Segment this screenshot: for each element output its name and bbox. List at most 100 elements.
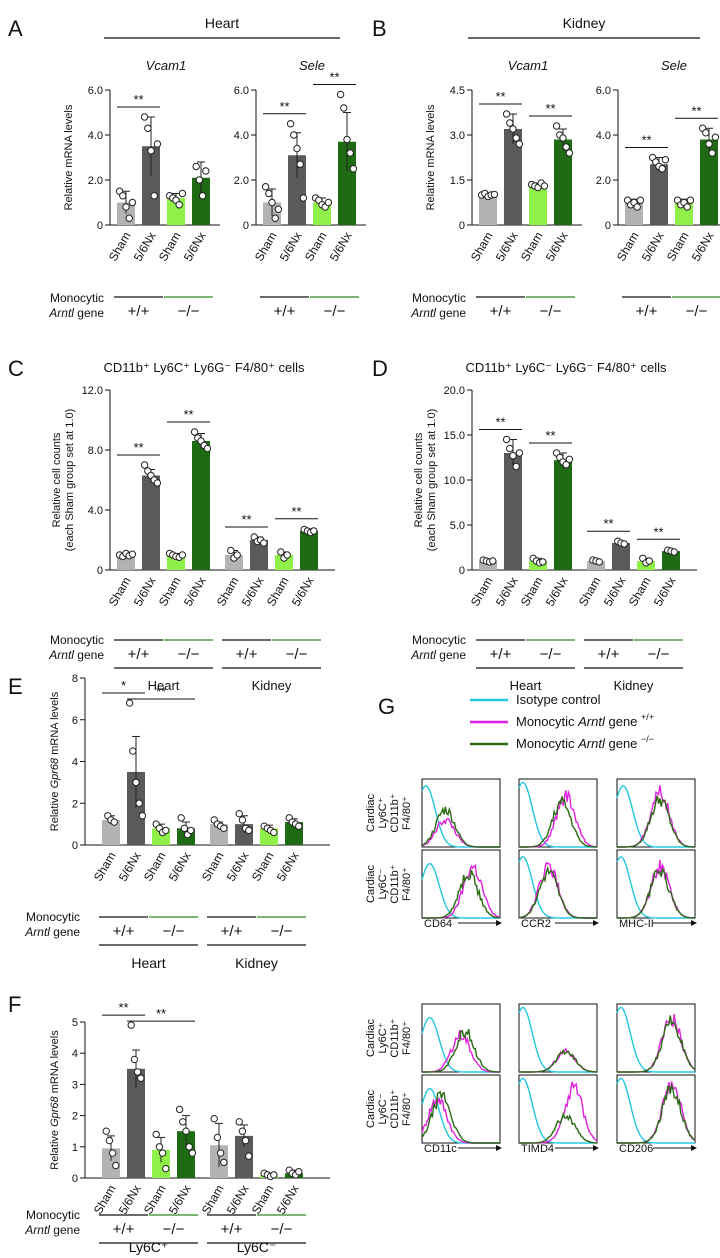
significance-label: ** xyxy=(156,684,166,699)
x-group-label: Sham xyxy=(626,575,654,609)
panel-label-g: G xyxy=(378,694,395,719)
panel-title: Heart xyxy=(205,15,239,31)
genotype-title: Arntl gene xyxy=(48,306,104,320)
x-group-label: Sham xyxy=(249,850,277,884)
chart-layer: Heart Relative mRNA levels 0 2.0 4.0 6.0 Vcam1… xyxy=(24,15,720,1255)
x-group-label: 5/6Nx xyxy=(116,850,144,884)
row-label: Ly6C⁻ xyxy=(377,1093,389,1124)
x-group-label: Sham xyxy=(614,230,642,264)
y-axis-label-gene: Gpr68 xyxy=(49,757,61,788)
row-label: Cardiac xyxy=(365,865,377,903)
y-tick-label: 0 xyxy=(97,220,103,232)
data-point xyxy=(346,149,354,157)
data-point xyxy=(125,214,133,222)
row-label: F4/80⁺ xyxy=(401,796,413,830)
data-point xyxy=(270,828,278,837)
row-label: F4/80⁺ xyxy=(401,867,413,901)
data-point xyxy=(636,196,645,204)
marker-label: CD206 xyxy=(619,1143,653,1155)
marker-label: CCR2 xyxy=(521,918,551,930)
data-point xyxy=(210,1115,218,1123)
bar xyxy=(529,186,547,225)
data-point xyxy=(277,548,285,556)
genotype-wt-label: +/+ xyxy=(128,646,150,663)
bar xyxy=(127,1068,145,1178)
data-point xyxy=(296,160,304,168)
y-tick-label: 4.0 xyxy=(234,130,249,142)
legend-entry: Monocytic Arntl gene +/+ xyxy=(516,712,654,729)
data-point xyxy=(235,1118,243,1126)
significance-label: ** xyxy=(495,415,505,430)
significance-label: ** xyxy=(329,70,339,85)
genotype-suffix: gene xyxy=(50,1223,80,1237)
x-group-label: 5/6Nx xyxy=(181,575,209,609)
data-point xyxy=(147,147,155,155)
x-group-label: Sham xyxy=(106,230,134,264)
genotype-title: Monocytic xyxy=(50,633,104,647)
y-tick-label: 0 xyxy=(459,565,465,577)
data-point xyxy=(178,551,187,559)
y-axis-label-pre: Relative xyxy=(49,788,61,831)
y-tick-label: 1 xyxy=(72,1142,78,1154)
panel-label-a: A xyxy=(8,16,23,41)
y-axis-label: Relative mRNA levels xyxy=(425,104,437,210)
genotype-gene: Arntl xyxy=(24,1223,50,1237)
panel-label-f: F xyxy=(8,992,21,1017)
tissue-label: Heart xyxy=(131,955,165,971)
data-point xyxy=(349,165,358,173)
data-point xyxy=(162,826,170,835)
marker-label: CD11c xyxy=(424,1143,457,1155)
ko-histogram xyxy=(422,1029,501,1073)
data-point xyxy=(119,192,127,200)
data-point xyxy=(515,140,524,148)
y-tick-label: 6.0 xyxy=(88,85,103,97)
isotype-histogram xyxy=(421,1016,500,1073)
y-tick-label: 12.0 xyxy=(82,385,103,397)
x-group-label: 5/6Nx xyxy=(116,1183,144,1217)
data-point xyxy=(245,826,253,835)
genotype-ko-label: −/− xyxy=(648,646,670,663)
data-point xyxy=(155,1143,164,1151)
data-point xyxy=(552,122,561,130)
data-point xyxy=(130,1055,139,1064)
bar xyxy=(504,129,522,225)
data-point xyxy=(233,551,241,559)
data-point xyxy=(336,90,345,99)
y-tick-label: 0 xyxy=(605,220,611,232)
x-group-label: Sham xyxy=(91,1183,119,1217)
data-point xyxy=(125,699,134,707)
x-group-label: Sham xyxy=(156,230,184,264)
genotype-title: Arntl gene xyxy=(410,306,466,320)
significance-label: ** xyxy=(183,407,193,422)
data-point xyxy=(286,120,295,128)
legend-gene: Arntl xyxy=(577,736,606,751)
data-point xyxy=(112,1161,120,1170)
bar xyxy=(479,561,497,570)
data-point xyxy=(295,822,303,830)
marker-arrowhead xyxy=(593,1145,599,1151)
data-point xyxy=(620,540,628,548)
x-group-label: 5/6Nx xyxy=(131,575,159,609)
significance-label: ** xyxy=(691,103,701,118)
x-group-label: 5/6Nx xyxy=(601,575,629,609)
data-point xyxy=(310,527,318,535)
data-point xyxy=(241,1136,250,1145)
significance-label: ** xyxy=(495,89,505,104)
y-tick-label: 15.0 xyxy=(444,430,465,442)
y-tick-label: 4.5 xyxy=(450,85,465,97)
x-group-label: Sham xyxy=(252,230,280,264)
x-group-label: 5/6Nx xyxy=(689,230,717,264)
genotype-title: Arntl gene xyxy=(24,925,80,939)
data-point xyxy=(140,461,149,469)
x-group-label: Sham xyxy=(518,575,546,609)
x-group-label: 5/6Nx xyxy=(131,230,159,264)
data-point xyxy=(220,824,228,832)
tissue-label: Heart xyxy=(510,678,542,693)
y-tick-label: 0 xyxy=(72,840,78,852)
x-group-label: Sham xyxy=(518,230,546,264)
ko-histogram xyxy=(519,1111,598,1144)
y-tick-label: 2.0 xyxy=(596,175,611,187)
significance-label: ** xyxy=(133,440,143,455)
bar xyxy=(662,551,680,570)
